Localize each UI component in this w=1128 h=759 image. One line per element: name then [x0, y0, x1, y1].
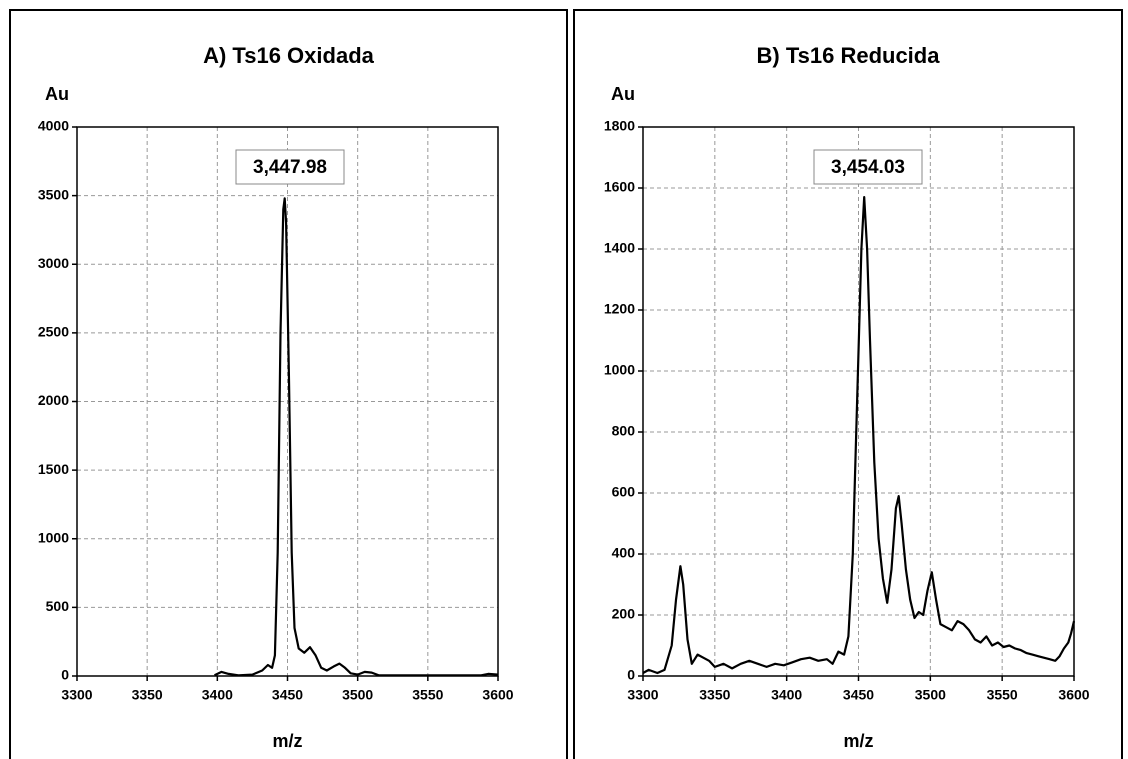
x-tick-label: 3500 [915, 687, 946, 703]
annotation: 3,454.03 [831, 157, 905, 178]
y-tick-label: 400 [612, 545, 636, 561]
x-tick-label: 3350 [699, 687, 730, 703]
y-tick-label: 3500 [38, 186, 69, 202]
y-axis-label: Au [611, 84, 635, 104]
x-tick-label: 3400 [771, 687, 802, 703]
spectrum-line [214, 197, 499, 677]
y-tick-label: 1000 [604, 362, 635, 378]
spectrum-line [642, 196, 1076, 675]
y-tick-label: 500 [46, 598, 70, 614]
x-axis-label: m/z [843, 731, 873, 751]
y-tick-label: 0 [627, 667, 635, 683]
annotation: 3,447.98 [253, 157, 327, 178]
y-tick-label: 1400 [604, 240, 635, 256]
x-tick-label: 3450 [843, 687, 874, 703]
x-axis-label: m/z [272, 731, 302, 751]
y-tick-label: 600 [612, 484, 636, 500]
y-tick-label: 1800 [604, 118, 635, 134]
x-tick-label: 3350 [132, 687, 163, 703]
y-tick-label: 4000 [38, 118, 69, 134]
x-tick-label: 3500 [342, 687, 373, 703]
y-tick-label: 800 [612, 423, 636, 439]
x-tick-label: 3400 [202, 687, 233, 703]
y-axis-label: Au [45, 84, 69, 104]
plot-frame [642, 126, 1075, 677]
plot-frame [76, 126, 499, 677]
y-tick-label: 1500 [38, 461, 69, 477]
panel-border [573, 9, 1123, 759]
panel-border [9, 9, 568, 759]
y-tick-label: 3000 [38, 255, 69, 271]
x-tick-label: 3600 [1058, 687, 1089, 703]
x-tick-label: 3550 [987, 687, 1018, 703]
x-tick-label: 3300 [61, 687, 92, 703]
chart-title: A) Ts16 Oxidada [203, 43, 375, 68]
y-tick-label: 200 [612, 606, 636, 622]
y-tick-label: 1200 [604, 301, 635, 317]
y-tick-label: 2000 [38, 392, 69, 408]
y-tick-label: 1600 [604, 179, 635, 195]
y-tick-label: 0 [61, 667, 69, 683]
y-tick-label: 2500 [38, 324, 69, 340]
chart-title: B) Ts16 Reducida [757, 43, 941, 68]
x-tick-label: 3600 [482, 687, 513, 703]
annotation-box [813, 149, 923, 185]
x-tick-label: 3550 [412, 687, 443, 703]
x-tick-label: 3450 [272, 687, 303, 703]
x-tick-label: 3300 [627, 687, 658, 703]
annotation-box [235, 149, 345, 185]
y-tick-label: 1000 [38, 529, 69, 545]
